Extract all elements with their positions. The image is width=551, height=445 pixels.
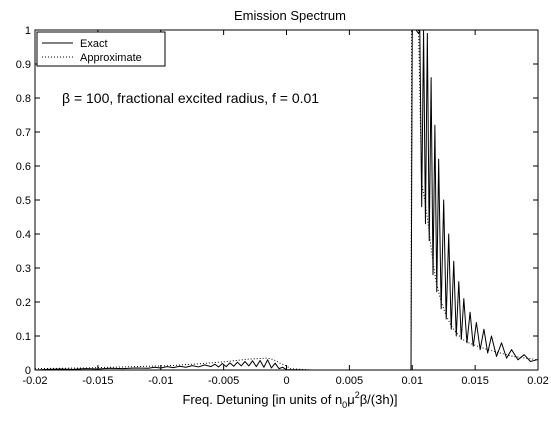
x-tick-label: 0.01 [402,375,423,387]
x-axis-label: Freq. Detuning [in units of n0μ2β/(3h)] [182,390,397,410]
legend-box [36,31,166,67]
x-tick-label: 0.005 [336,375,364,387]
x-axis-label-sub: 0 [342,400,347,410]
legend-label-approximate: Approximate [80,52,142,64]
x-axis-label-mu: μ [347,392,355,407]
series-line-exact [34,29,538,371]
x-axis-label-sup: 2 [355,390,360,400]
x-axis-label-suffix: β/(3h)] [360,392,398,407]
y-tick-label: 0.5 [16,195,31,207]
x-axis-label-text: Freq. Detuning [in units of n0μ2β/(3h)] [182,390,397,410]
x-tick-label: -0.01 [148,375,173,387]
y-tick-label: 0.1 [16,331,31,343]
legend-label-exact: Exact [80,38,108,50]
y-tick-label: 0.9 [16,59,31,71]
x-axis-label-prefix: Freq. Detuning [in units of n [182,392,342,407]
y-tick-label: 0.4 [16,229,31,241]
series-layer [34,29,539,371]
y-tick-label: 0.3 [16,263,31,275]
x-tick-label: 0.02 [527,375,548,387]
series-line-approximate [34,29,539,371]
chart-title: Emission Spectrum [234,8,346,23]
y-tick-label: 0.7 [16,127,31,139]
x-tick-label: 0 [283,375,289,387]
y-tick-label: 1 [25,25,31,37]
y-tick-label: 0 [25,365,31,377]
plot-area: 0 0.1 0.2 0.3 0.4 0.5 0.6 0.7 0.8 0.9 1 -0.02 -0.01… [16,25,549,387]
x-tick-label: 0.015 [461,375,489,387]
legend: Exact Approximate [36,31,166,67]
y-tick-label: 0.8 [16,93,31,105]
y-axis-ticks: 0 0.1 0.2 0.3 0.4 0.5 0.6 0.7 0.8 0.9 1 [16,25,538,377]
parameter-annotation: β = 100, fractional excited radius, f = … [62,90,319,106]
y-tick-label: 0.2 [16,297,31,309]
x-axis-ticks: -0.02 -0.015 -0.01 -0.005 0 0.005 0.01 0.015 0.0… [22,30,549,387]
y-tick-label: 0.6 [16,161,31,173]
x-tick-label: -0.005 [208,375,239,387]
x-tick-label: -0.02 [22,375,47,387]
x-tick-label: -0.015 [82,375,113,387]
